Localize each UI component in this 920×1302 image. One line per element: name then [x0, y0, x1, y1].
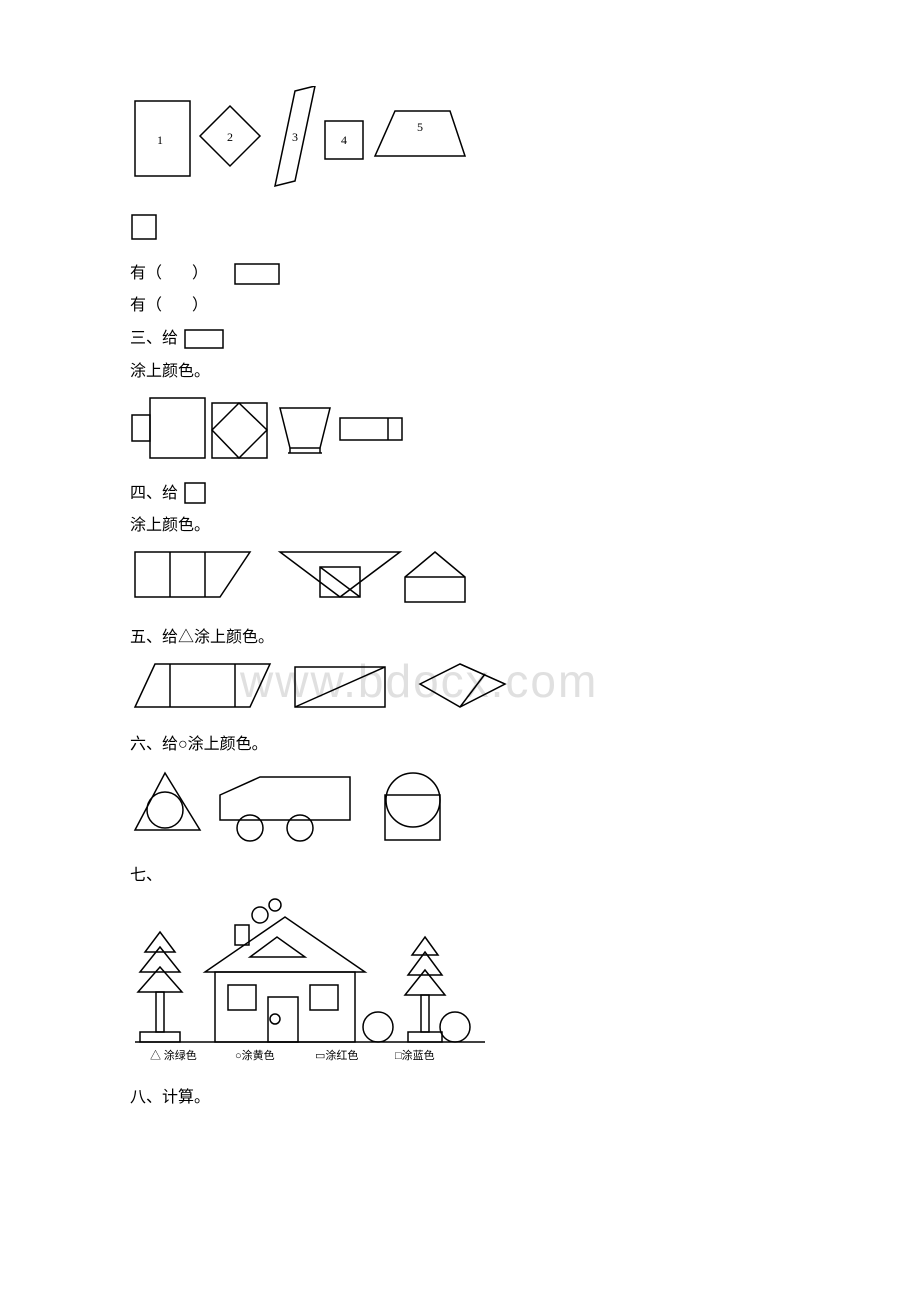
q5-text: 五、给△涂上颜色。	[130, 624, 274, 653]
has-line-2: 有（ ）	[130, 292, 790, 321]
q3-label: 三、给	[130, 325, 178, 354]
legend-square: □涂蓝色	[395, 1048, 435, 1062]
q3-line: 三、给	[130, 325, 790, 354]
small-square-figure	[130, 213, 790, 254]
q7-house-figure: △ 涂绿色 ○涂黄色 ▭涂红色 □涂蓝色	[130, 897, 790, 1078]
q7-line: 七、	[130, 862, 790, 891]
q3-figure	[130, 393, 790, 474]
legend-rect: ▭涂红色	[315, 1048, 358, 1062]
rect-icon	[234, 263, 280, 285]
q4-color-line: 涂上颜色。	[130, 512, 790, 541]
text-you-b: ）	[192, 260, 208, 289]
q6-text: 六、给○涂上颜色。	[130, 731, 268, 760]
q4-label: 四、给	[130, 480, 178, 509]
q4-figure	[130, 547, 790, 618]
shape-4-label: 4	[341, 133, 347, 147]
legend-circle: ○涂黄色	[235, 1048, 275, 1062]
page-content: 1 2 3 4 5 有（ ） 有（ ）	[130, 86, 790, 1113]
q8-text: 八、计算。	[130, 1084, 210, 1113]
q4-color-text: 涂上颜色。	[130, 512, 210, 541]
q3-color-line: 涂上颜色。	[130, 358, 790, 387]
has-rect-line: 有（ ）	[130, 260, 790, 289]
shape-2-label: 2	[227, 130, 233, 144]
q7-text: 七、	[130, 862, 162, 891]
q5-line: 五、给△涂上颜色。	[130, 624, 790, 653]
rect-icon	[184, 329, 224, 351]
q8-line: 八、计算。	[130, 1084, 790, 1113]
legend-triangle: △ 涂绿色	[150, 1048, 197, 1062]
text-you-2a: 有（	[130, 292, 162, 321]
text-you-a: 有（	[130, 260, 162, 289]
q6-figure	[130, 765, 790, 856]
shape-3-label: 3	[292, 130, 298, 144]
q3-color-text: 涂上颜色。	[130, 358, 210, 387]
shape-5-label: 5	[417, 120, 423, 134]
text-you-2b: ）	[192, 292, 208, 321]
square-icon	[184, 482, 208, 506]
q5-figure	[130, 659, 790, 725]
shape-1-label: 1	[157, 133, 163, 147]
shapes-row-figure: 1 2 3 4 5	[130, 86, 790, 207]
q6-line: 六、给○涂上颜色。	[130, 731, 790, 760]
q4-line: 四、给	[130, 480, 790, 509]
